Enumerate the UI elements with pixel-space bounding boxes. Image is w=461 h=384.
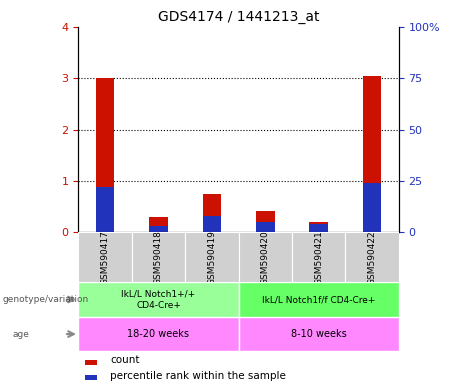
Text: IkL/L Notch1+/+
CD4-Cre+: IkL/L Notch1+/+ CD4-Cre+: [121, 290, 195, 310]
Bar: [363, 183, 381, 232]
Bar: [96, 187, 114, 232]
Bar: [96, 78, 114, 232]
Bar: [256, 222, 275, 232]
Bar: [149, 226, 168, 232]
Bar: [132, 232, 185, 282]
Bar: [239, 317, 399, 351]
Bar: [185, 232, 239, 282]
Bar: [363, 76, 381, 232]
Bar: [345, 232, 399, 282]
Bar: [78, 317, 239, 351]
Text: count: count: [111, 356, 140, 366]
Text: GSM590422: GSM590422: [367, 230, 377, 285]
Title: GDS4174 / 1441213_at: GDS4174 / 1441213_at: [158, 10, 319, 25]
Text: GSM590418: GSM590418: [154, 230, 163, 285]
Bar: [85, 360, 97, 365]
Text: age: age: [12, 329, 30, 339]
Bar: [202, 216, 221, 232]
Bar: [309, 222, 328, 232]
Text: GSM590419: GSM590419: [207, 230, 216, 285]
Text: GSM590421: GSM590421: [314, 230, 323, 285]
Text: GSM590420: GSM590420: [261, 230, 270, 285]
Bar: [239, 232, 292, 282]
Bar: [85, 375, 97, 380]
Bar: [78, 232, 132, 282]
Text: genotype/variation: genotype/variation: [2, 295, 89, 304]
Bar: [202, 194, 221, 232]
Bar: [309, 224, 328, 232]
Bar: [149, 217, 168, 232]
Bar: [78, 282, 239, 317]
Text: GSM590417: GSM590417: [100, 230, 110, 285]
Text: 18-20 weeks: 18-20 weeks: [128, 329, 189, 339]
Text: percentile rank within the sample: percentile rank within the sample: [111, 371, 286, 381]
Bar: [256, 211, 275, 232]
Text: 8-10 weeks: 8-10 weeks: [291, 329, 347, 339]
Bar: [239, 282, 399, 317]
Text: IkL/L Notch1f/f CD4-Cre+: IkL/L Notch1f/f CD4-Cre+: [262, 295, 375, 304]
Bar: [292, 232, 345, 282]
